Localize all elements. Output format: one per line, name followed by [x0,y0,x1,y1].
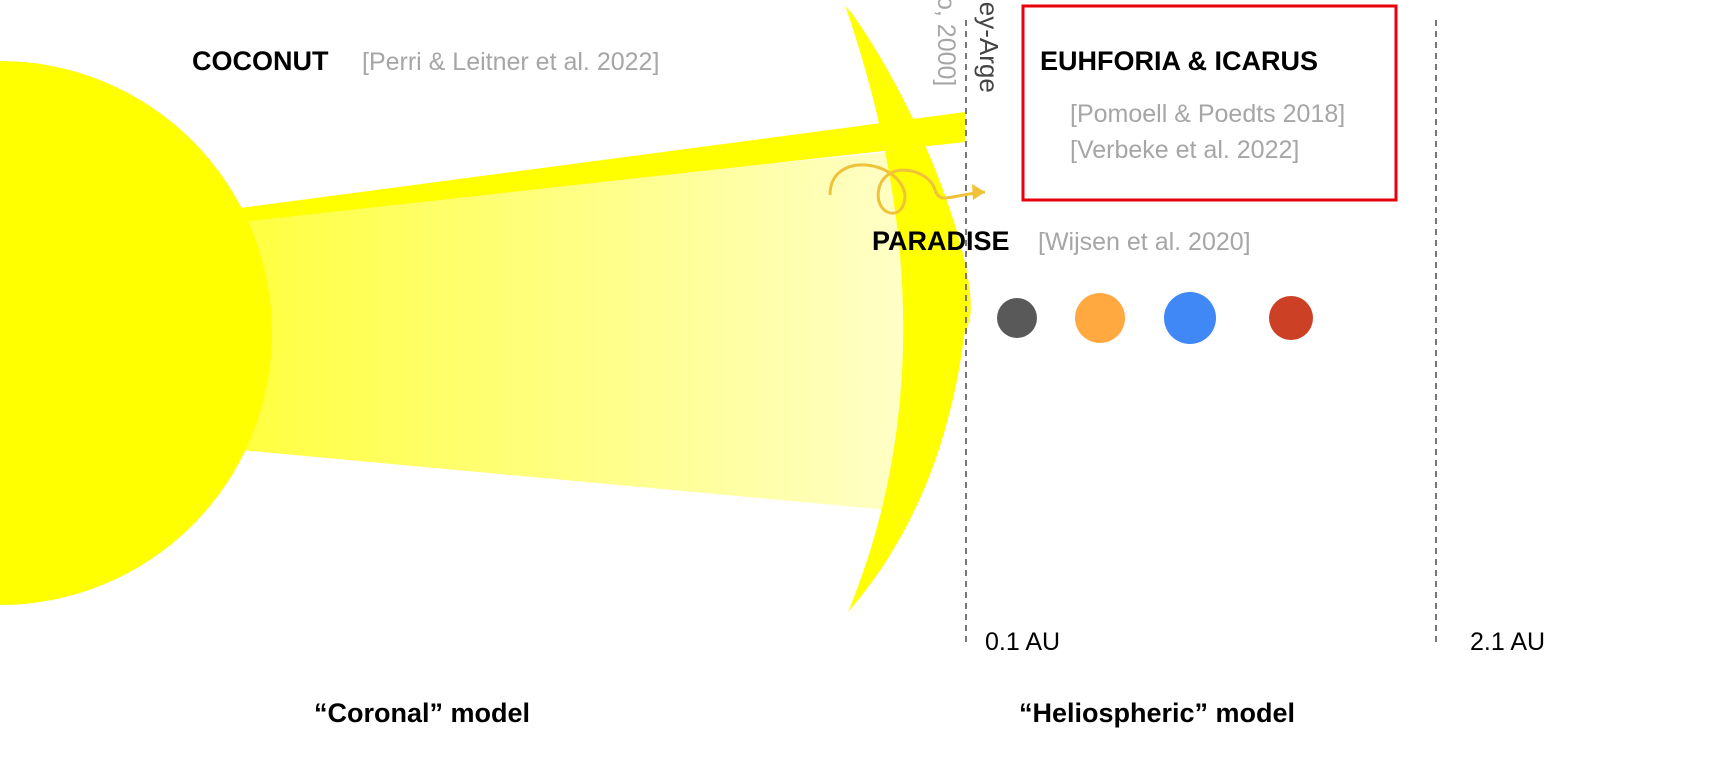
wsa: ley-Arge [974,0,1004,93]
euhforia-ref-1: [Pomoell & Poedts 2018] [1070,100,1345,128]
dot-orange [1075,293,1125,343]
highlight-box [1021,4,1398,202]
sun [0,61,272,605]
euhforia-ref-2: [Verbeke et al. 2022] [1070,136,1299,164]
dot-gray [997,298,1037,338]
heliospheric-label: “Heliospheric” model [1019,698,1295,728]
dot-red [1269,296,1313,340]
distance-0: 0.1 AU [985,628,1060,656]
distance-1: 2.1 AU [1470,628,1545,656]
wsa-ref: o, 2000] [932,0,960,86]
paradise: PARADISE [872,226,1010,256]
coconut: COCONUT [192,46,329,76]
euhforia: EUHFORIA & ICARUS [1040,46,1318,76]
curly-arrow [828,163,986,215]
dot-blue [1164,292,1216,344]
arrow-head [972,184,985,200]
paradise-ref: [Wijsen et al. 2020] [1038,228,1251,256]
solar-wind-beam [240,150,910,512]
crescent-body [848,8,971,612]
ray [240,112,965,222]
coconut-ref: [Perri & Leitner et al. 2022] [362,48,659,76]
coronal-label: “Coronal” model [314,698,530,728]
